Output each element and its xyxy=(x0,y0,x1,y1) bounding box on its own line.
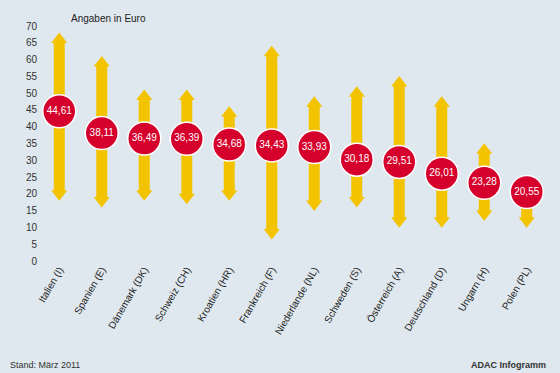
svg-text:10: 10 xyxy=(26,222,38,233)
svg-text:Ungarn (H): Ungarn (H) xyxy=(456,265,490,313)
svg-text:36,49: 36,49 xyxy=(132,132,157,143)
svg-text:30: 30 xyxy=(26,155,38,166)
svg-text:ADAC Infogramm: ADAC Infogramm xyxy=(471,360,546,370)
svg-text:50: 50 xyxy=(26,88,38,99)
svg-text:Frankreich (F): Frankreich (F) xyxy=(237,265,278,325)
svg-text:Schweden (S): Schweden (S) xyxy=(322,265,363,325)
svg-text:29,51: 29,51 xyxy=(387,155,412,166)
svg-text:45: 45 xyxy=(26,104,38,115)
svg-text:20,55: 20,55 xyxy=(514,186,539,197)
svg-text:60: 60 xyxy=(26,54,38,65)
svg-text:Niederlande (NL): Niederlande (NL) xyxy=(273,265,321,336)
svg-text:Polen (PL): Polen (PL) xyxy=(500,265,533,311)
svg-text:26,01: 26,01 xyxy=(429,167,454,178)
svg-text:25: 25 xyxy=(26,172,38,183)
svg-text:35: 35 xyxy=(26,138,38,149)
svg-text:Österreich (A): Österreich (A) xyxy=(365,265,406,324)
svg-text:Italien (I): Italien (I) xyxy=(36,265,65,304)
svg-text:55: 55 xyxy=(26,71,38,82)
svg-text:34,68: 34,68 xyxy=(217,138,242,149)
svg-text:15: 15 xyxy=(26,205,38,216)
svg-text:Kroatien (HR): Kroatien (HR) xyxy=(195,265,235,323)
svg-text:30,18: 30,18 xyxy=(344,153,369,164)
svg-text:36,39: 36,39 xyxy=(174,132,199,143)
svg-text:23,28: 23,28 xyxy=(472,176,497,187)
svg-text:Spanien (E): Spanien (E) xyxy=(72,265,108,316)
svg-text:Schweiz (CH): Schweiz (CH) xyxy=(153,265,193,323)
svg-text:Deutschland (D): Deutschland (D) xyxy=(402,265,448,333)
svg-text:0: 0 xyxy=(31,256,37,267)
svg-text:Angaben in Euro: Angaben in Euro xyxy=(71,13,146,24)
svg-text:38,11: 38,11 xyxy=(90,127,115,138)
svg-text:70: 70 xyxy=(26,21,38,32)
svg-text:33,93: 33,93 xyxy=(302,141,327,152)
svg-text:65: 65 xyxy=(26,37,38,48)
svg-text:44,61: 44,61 xyxy=(47,105,72,116)
svg-text:Dänemark (DK): Dänemark (DK) xyxy=(106,265,150,331)
svg-text:Stand: März 2011: Stand: März 2011 xyxy=(10,360,80,370)
svg-text:40: 40 xyxy=(26,121,38,132)
svg-text:34,43: 34,43 xyxy=(259,139,284,150)
svg-text:5: 5 xyxy=(31,239,37,250)
svg-text:20: 20 xyxy=(26,188,38,199)
